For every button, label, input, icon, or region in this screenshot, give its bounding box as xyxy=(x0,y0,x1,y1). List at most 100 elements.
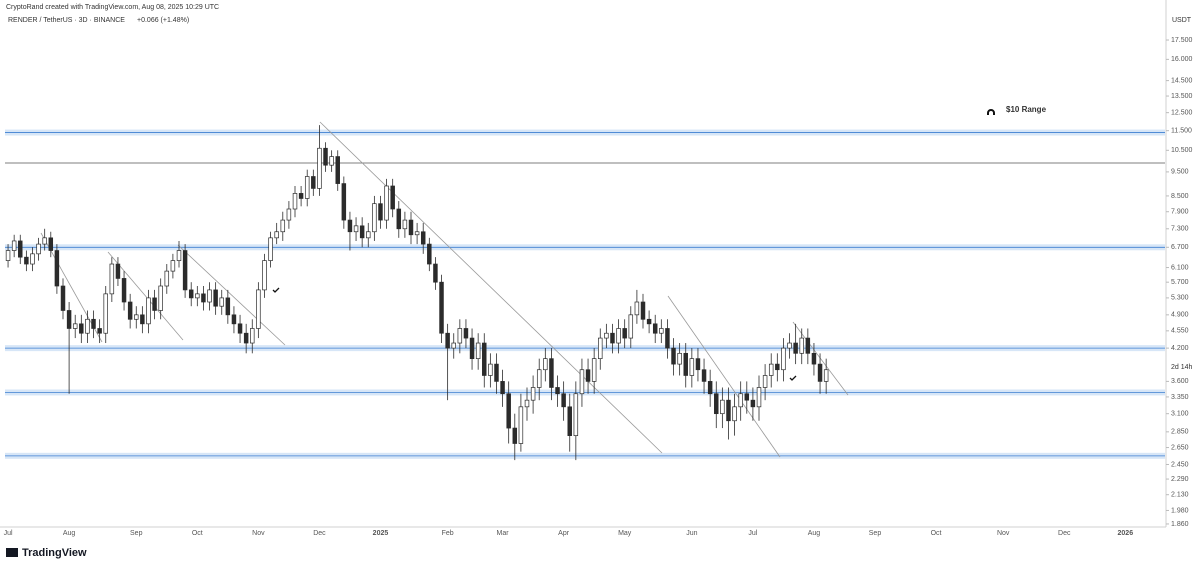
candle-body xyxy=(439,281,444,334)
candle-body xyxy=(781,347,786,371)
candle-body xyxy=(640,301,646,320)
candle-body xyxy=(164,270,170,287)
x-tick-label: Feb xyxy=(442,530,454,537)
candle-body xyxy=(585,369,591,382)
y-tick-label: 2.290 xyxy=(1171,476,1189,483)
candle-body xyxy=(610,332,615,344)
candle-body xyxy=(488,363,493,376)
x-tick-label: Nov xyxy=(997,530,1010,537)
y-tick-label: 5.700 xyxy=(1171,279,1189,286)
y-tick-label: 14.500 xyxy=(1171,77,1193,84)
y-tick-label: 5.300 xyxy=(1171,295,1189,302)
candle-body xyxy=(188,289,194,299)
candle-body xyxy=(176,250,182,261)
candle-body xyxy=(201,293,206,303)
logo-icon xyxy=(6,548,18,557)
y-tick-label: 16.000 xyxy=(1171,56,1193,63)
candle-body xyxy=(616,328,621,344)
x-tick-label: Jul xyxy=(748,530,757,537)
candle-body xyxy=(304,176,310,199)
candle-body xyxy=(646,318,652,325)
candle-body xyxy=(536,369,542,388)
candle-body xyxy=(103,293,108,334)
candle-body xyxy=(427,243,432,265)
candle-body xyxy=(787,342,792,349)
candle-body xyxy=(66,310,72,329)
candle-body xyxy=(182,250,188,291)
candle-body xyxy=(207,289,212,303)
candle-body xyxy=(274,231,279,239)
candle-body xyxy=(140,314,145,325)
candle-body xyxy=(805,337,811,354)
countdown-label: 2d 14h xyxy=(1171,364,1193,371)
candle-body xyxy=(512,427,518,444)
y-tick-label: 7.300 xyxy=(1171,226,1189,233)
x-tick-label: Dec xyxy=(313,530,326,537)
candle-body xyxy=(152,297,157,311)
x-tick-label: Mar xyxy=(497,530,510,537)
y-tick-label: 4.200 xyxy=(1171,345,1189,352)
candle-body xyxy=(506,393,511,429)
candle-body xyxy=(689,358,695,376)
candle-body xyxy=(372,203,377,233)
x-tick-label: Dec xyxy=(1058,530,1071,537)
candle-body xyxy=(36,243,41,255)
candle-body xyxy=(451,342,456,349)
candle-body xyxy=(823,369,829,382)
candle-body xyxy=(250,328,255,344)
trendlines xyxy=(40,121,849,458)
candle-body xyxy=(732,406,737,422)
candle-body xyxy=(494,363,499,382)
y-tick-label: 8.500 xyxy=(1171,193,1189,200)
candle-body xyxy=(671,347,676,365)
y-tick-label: 3.100 xyxy=(1171,411,1189,418)
candle-body xyxy=(243,332,249,344)
candle-body xyxy=(726,399,731,422)
candle-body xyxy=(738,393,743,408)
x-tick-label: 2025 xyxy=(373,530,389,537)
y-tick-label: 12.500 xyxy=(1171,110,1193,117)
candle-body xyxy=(530,387,536,401)
candle-body xyxy=(219,297,224,307)
candle-body xyxy=(469,337,475,360)
candle-body xyxy=(134,314,139,320)
y-tick-label: 1.860 xyxy=(1171,521,1189,528)
candle-body xyxy=(359,225,365,239)
y-tick-label: 2.650 xyxy=(1171,444,1189,451)
candle-body xyxy=(457,328,463,344)
candle-body xyxy=(408,219,414,236)
y-tick-label: 3.350 xyxy=(1171,394,1189,401)
check-mark xyxy=(789,375,797,381)
candle-body xyxy=(231,314,237,325)
candle-body xyxy=(714,393,719,415)
candle-body xyxy=(292,193,298,210)
x-tick-label: Nov xyxy=(252,530,265,537)
y-tick-label: 11.500 xyxy=(1171,128,1192,135)
x-tick-label: Jun xyxy=(686,530,697,537)
candle-body xyxy=(72,323,78,329)
candle-body xyxy=(445,332,450,349)
candle-body xyxy=(561,393,566,408)
y-tick-label: 1.980 xyxy=(1171,507,1189,514)
candle-body xyxy=(598,337,603,360)
y-tick-label: 13.500 xyxy=(1171,93,1193,100)
candle-body xyxy=(311,176,316,189)
candle-body xyxy=(817,363,823,382)
candle-body xyxy=(677,352,682,365)
candle-body xyxy=(146,297,151,325)
candle-body xyxy=(665,328,670,349)
price-change: +0.066 (+1.48%) xyxy=(137,17,189,24)
candle-body xyxy=(18,240,23,258)
candle-body xyxy=(317,147,322,189)
symbol-title: RENDER / TetherUS · 3D · BINANCE xyxy=(8,17,125,24)
candle-body xyxy=(775,363,780,371)
attribution: CryptoRand created with TradingView.com,… xyxy=(6,4,219,11)
y-tick-label: 2.130 xyxy=(1171,492,1189,499)
candle-body xyxy=(567,406,572,437)
candle-body xyxy=(366,231,371,239)
candle-body xyxy=(799,337,804,354)
candle-body xyxy=(744,393,750,401)
candle-body xyxy=(433,263,438,283)
candle-body xyxy=(549,358,554,388)
